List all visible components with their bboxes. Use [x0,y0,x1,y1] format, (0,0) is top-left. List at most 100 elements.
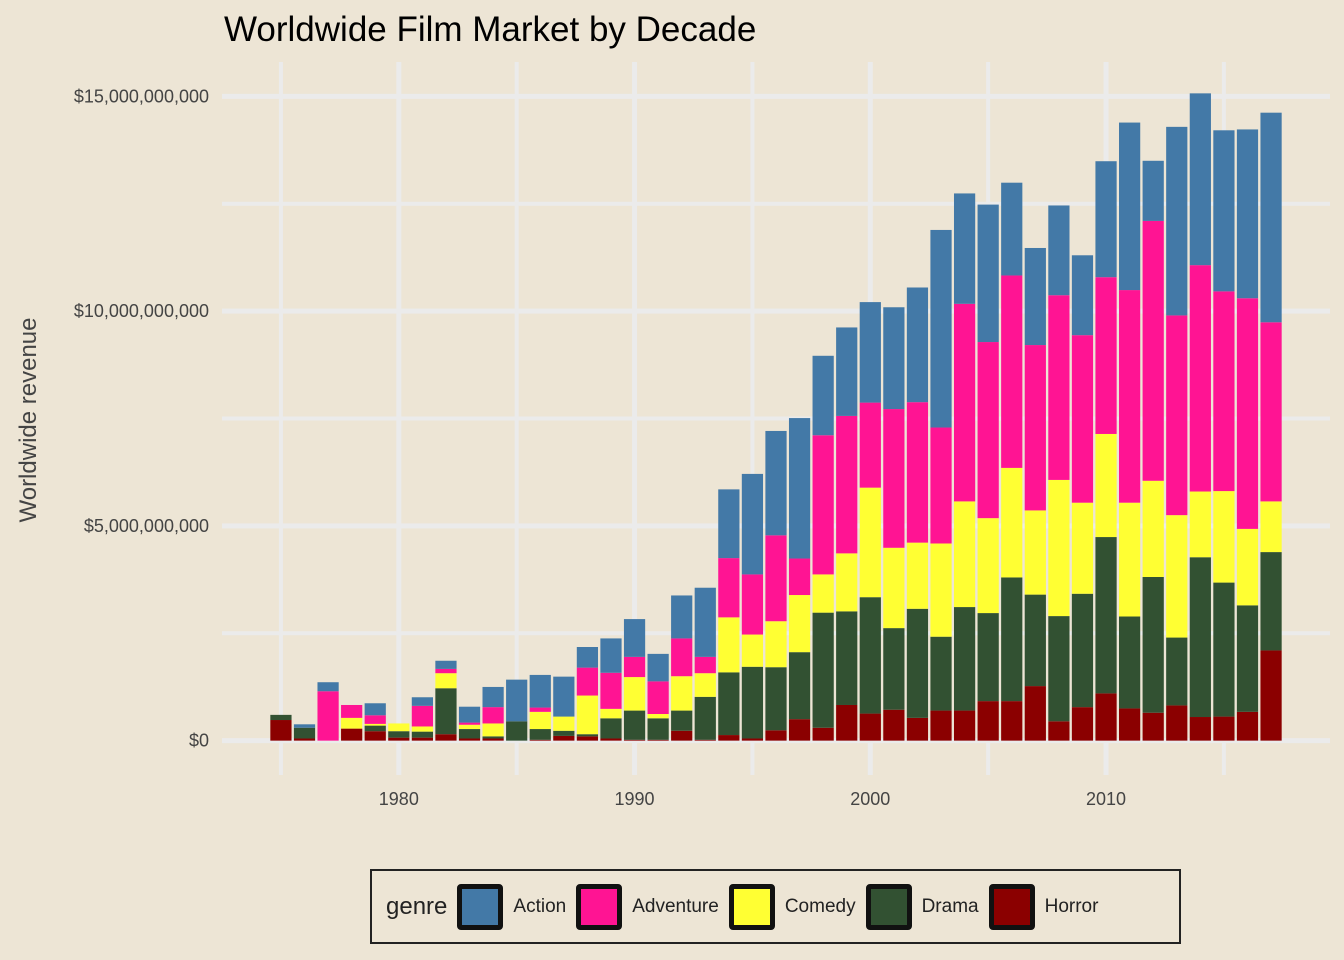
bar-comedy-1993 [694,673,716,697]
bar-horror-1991 [647,739,669,741]
legend-item-adventure: Adventure [576,883,719,930]
legend-swatch-adventure [576,883,623,930]
bar-comedy-1983 [458,724,481,730]
bar-adventure-2002 [906,402,929,543]
bar-drama-1998 [812,612,834,728]
bar-action-1999 [836,327,858,416]
bar-comedy-2014 [1189,491,1211,558]
x-tick-label: 1980 [379,789,419,809]
x-tick-label: 1990 [615,789,655,809]
bar-horror-1997 [788,719,811,741]
bar-comedy-2015 [1213,491,1235,583]
bar-action-2000 [859,302,881,403]
bar-adventure-1989 [600,672,622,709]
bar-adventure-1997 [788,558,811,596]
bar-action-1987 [553,676,575,717]
bar-comedy-2000 [859,487,881,598]
bar-action-2014 [1189,93,1211,266]
bar-action-1991 [647,653,669,682]
bar-horror-2009 [1071,707,1094,741]
legend-item-drama: Drama [865,883,979,930]
bar-drama-2008 [1048,616,1070,722]
bar-drama-1994 [718,672,740,736]
bar-horror-1990 [623,739,646,741]
bar-comedy-1994 [718,617,740,673]
bar-comedy-2009 [1071,502,1094,594]
legend-label-drama: Drama [921,895,979,917]
bar-drama-2014 [1189,557,1211,718]
bar-drama-1986 [529,729,551,740]
bar-horror-2011 [1119,708,1141,741]
bar-drama-1999 [836,611,858,705]
bar-drama-1985 [506,721,528,741]
bar-adventure-1986 [529,707,551,712]
bar-horror-1993 [694,739,716,741]
bar-adventure-1979 [364,715,386,724]
bar-action-1993 [694,587,716,657]
bar-horror-1983 [458,738,481,741]
bar-drama-1993 [694,696,716,740]
bar-adventure-2015 [1213,291,1235,492]
bar-drama-1982 [435,688,457,735]
bar-horror-2005 [977,701,999,741]
bar-adventure-2014 [1189,265,1211,492]
bar-drama-2010 [1095,537,1117,694]
bar-horror-1988 [576,736,599,741]
bar-action-2002 [906,287,929,403]
bar-horror-2013 [1166,705,1188,741]
bar-adventure-1998 [812,435,834,575]
bar-adventure-2010 [1095,277,1117,434]
bar-comedy-1995 [741,634,764,667]
y-axis-label: Worldwide revenue [15,318,42,523]
bar-drama-1987 [553,730,575,736]
bar-adventure-1990 [623,656,646,678]
bar-comedy-1982 [435,673,457,689]
bar-comedy-2002 [906,542,929,609]
bar-horror-2008 [1048,721,1070,741]
bar-action-2008 [1048,205,1070,296]
bar-horror-1980 [388,737,410,741]
bar-comedy-2003 [930,543,952,637]
bar-drama-1992 [671,710,693,731]
bar-adventure-1982 [435,668,457,674]
bar-adventure-1996 [765,535,787,622]
bar-horror-1978 [341,728,363,741]
bar-action-2015 [1213,130,1235,292]
bar-adventure-1978 [341,704,363,718]
bar-adventure-1981 [411,705,433,727]
bar-horror-1984 [482,738,504,741]
bar-adventure-2006 [1001,275,1023,468]
bar-horror-2007 [1024,686,1046,741]
y-tick-label: $15,000,000,000 [74,86,209,106]
bar-action-1995 [741,473,764,575]
bar-comedy-2004 [953,501,976,608]
bar-comedy-1999 [836,553,858,612]
bar-action-1983 [458,706,481,723]
bar-horror-1981 [411,737,433,741]
bar-action-2016 [1236,129,1259,299]
bar-adventure-1999 [836,415,858,554]
bar-action-1988 [576,647,599,668]
bars [270,93,1282,741]
x-tick-label: 2010 [1086,789,1126,809]
bar-action-2010 [1095,161,1117,278]
bar-action-1989 [600,638,622,673]
bar-drama-2009 [1071,593,1094,708]
bar-drama-2012 [1142,576,1164,713]
bar-comedy-2017 [1260,501,1282,553]
bar-horror-1982 [435,734,457,741]
bar-drama-2004 [953,607,976,711]
bar-action-2012 [1142,160,1164,221]
bar-horror-1976 [293,738,316,741]
legend: genre Action Adventure Comedy Drama Horr… [370,869,1181,944]
bar-action-1977 [317,682,339,692]
bar-action-2003 [930,229,952,428]
bar-drama-1996 [765,667,787,731]
bar-horror-1989 [600,738,622,741]
bar-horror-2014 [1189,717,1211,741]
legend-label-action: Action [513,895,567,917]
bar-comedy-1996 [765,621,787,668]
bar-comedy-1979 [364,723,386,726]
bar-adventure-1992 [671,638,693,677]
